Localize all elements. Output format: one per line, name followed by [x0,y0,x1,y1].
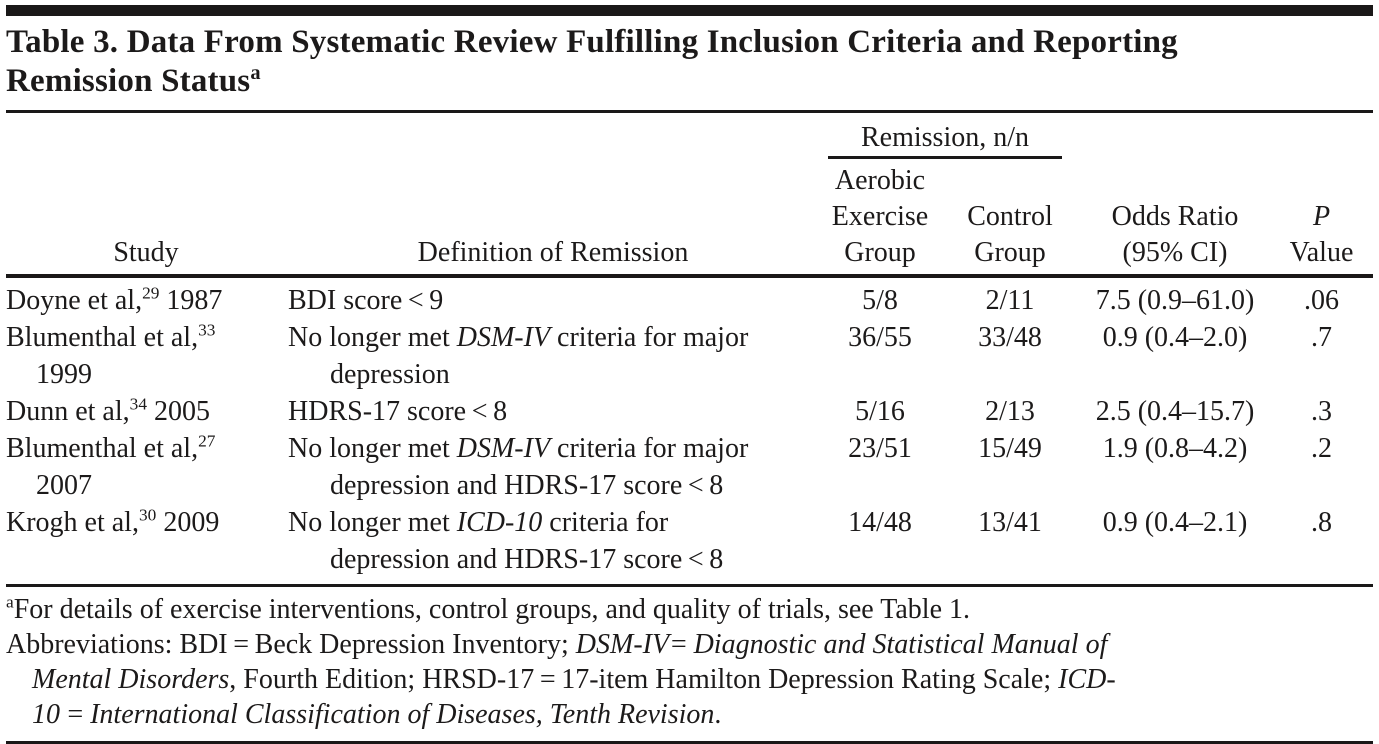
p-value-cell: .3 [1311,396,1332,427]
table-title: Table 3. Data From Systematic Review Ful… [6,24,1178,99]
column-header-definition: Definition of Remission [286,159,820,278]
p-value-cell: .06 [1304,285,1339,316]
definition-cell: BDI score < 9 [288,285,444,316]
aerobic-group-cell: 5/16 [855,396,905,427]
p-value-cell: .7 [1311,322,1332,353]
remission-spanner-label: Remission, n/n [828,122,1063,159]
column-header-aerobic-exercise-group: Aerobic Exercise Group [820,159,940,278]
header-line: Odds Ratio [1111,201,1239,232]
title-block: Table 3. Data From Systematic Review Ful… [6,16,1373,113]
control-group-cell: 2/13 [985,396,1035,427]
aerobic-group-cell: 14/48 [848,507,912,538]
odds-ratio-cell: 0.9 (0.4–2.0) [1102,322,1248,353]
spanner-row: Remission, n/n [6,113,1373,159]
table-row: Blumenthal et al,27 2007 No longer met DS… [6,430,1373,504]
footnote-abbreviations: Abbreviations: BDI = Beck Depression Inv… [6,629,1116,730]
study-cell: Blumenthal et al,27 2007 [6,431,216,501]
spanner-cell: Remission, n/n [820,113,1080,159]
spanner-spacer [286,113,820,159]
control-group-cell: 15/49 [978,433,1042,464]
remission-table: Remission, n/n Study Definition of Remis… [6,113,1373,584]
column-header-odds-ratio: Odds Ratio (95% CI) [1080,159,1271,278]
spanner-spacer [1270,113,1373,159]
study-cell: Dunn et al,34 2005 [6,394,210,427]
control-group-cell: 13/41 [978,507,1042,538]
column-header-control-group: Control Group [940,159,1081,278]
header-line: Group [974,237,1046,268]
control-group-cell: 2/11 [985,285,1035,316]
odds-ratio-cell: 2.5 (0.4–15.7) [1095,396,1255,427]
header-line: Value [1289,237,1354,268]
p-value-cell: .8 [1311,507,1332,538]
aerobic-group-cell: 5/8 [862,285,898,316]
definition-cell: No longer met DSM-IV criteria for major d… [288,433,749,501]
aerobic-group-cell: 36/55 [848,322,912,353]
header-line: P [1312,201,1331,232]
definition-cell: No longer met DSM-IV criteria for major d… [288,322,749,390]
header-line: Group [844,237,916,268]
column-header-study: Study [6,159,286,278]
footnote-block: aFor details of exercise interventions, … [6,584,1373,744]
table-row: Dunn et al,34 2005 HDRS-17 score < 8 5/1… [6,393,1373,430]
odds-ratio-cell: 7.5 (0.9–61.0) [1095,285,1255,316]
study-cell: Krogh et al,30 2009 [6,505,220,538]
footnote-a: aFor details of exercise interventions, … [6,592,970,625]
header-line: Aerobic [834,165,926,196]
header-line: Exercise [831,201,929,232]
p-value-cell: .2 [1311,433,1332,464]
table-row: Blumenthal et al,33 1999 No longer met DS… [6,319,1373,393]
control-group-cell: 33/48 [978,322,1042,353]
header-row: Study Definition of Remission Aerobic Exe… [6,159,1373,278]
definition-cell: HDRS-17 score < 8 [288,396,508,427]
table-row: Doyne et al,29 1987 BDI score < 9 5/8 2/… [6,276,1373,319]
odds-ratio-cell: 0.9 (0.4–2.1) [1102,507,1248,538]
top-rule-bar [6,5,1373,16]
spanner-spacer [6,113,286,159]
definition-cell: No longer met ICD-10 criteria for depress… [288,507,724,575]
spanner-spacer [1080,113,1270,159]
aerobic-group-cell: 23/51 [848,433,912,464]
study-cell: Blumenthal et al,33 1999 [6,320,216,390]
header-line: (95% CI) [1122,237,1228,268]
odds-ratio-cell: 1.9 (0.8–4.2) [1102,433,1248,464]
paper-table-figure: Table 3. Data From Systematic Review Ful… [0,5,1379,744]
study-cell: Doyne et al,29 1987 [6,283,223,316]
header-line: Control [967,201,1053,232]
column-header-p-value: P Value [1270,159,1373,278]
table-row: Krogh et al,30 2009 No longer met ICD-10… [6,504,1373,584]
